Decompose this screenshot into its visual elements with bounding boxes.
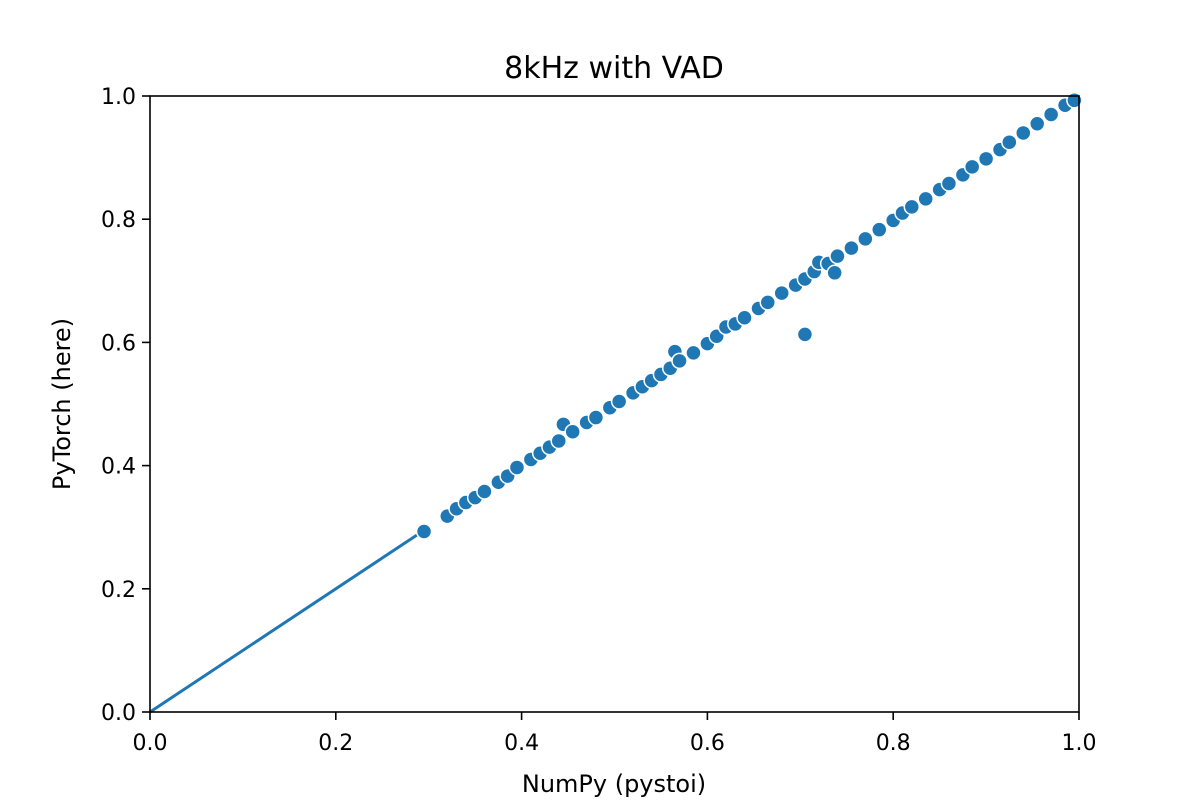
data-point: [871, 221, 888, 238]
data-point: [1001, 133, 1018, 151]
y-tick-label: 0.2: [101, 578, 136, 603]
y-tick-label: 0.8: [101, 208, 136, 233]
x-tick-label: 0.0: [133, 731, 168, 756]
data-point: [415, 523, 433, 540]
y-tick-label: 1.0: [101, 85, 136, 110]
data-point: [736, 309, 753, 327]
data-point: [759, 294, 777, 311]
data-point: [940, 175, 958, 192]
data-point: [1015, 124, 1032, 142]
points-layer: [415, 92, 1083, 540]
x-axis: 0.0 0.2 0.4 0.6 0.8 1.0: [133, 712, 1097, 756]
reference-line: [149, 525, 430, 714]
y-tick-label: 0.4: [101, 455, 136, 480]
data-point: [1028, 115, 1046, 132]
data-point: [610, 393, 628, 410]
reference-line-layer: [149, 525, 430, 714]
data-point: [829, 247, 846, 265]
chart-title: 8kHz with VAD: [504, 51, 724, 86]
y-tick-label: 0.0: [101, 701, 136, 726]
data-point: [963, 158, 981, 176]
y-axis: 0.0 0.2 0.4 0.6 0.8 1.0: [101, 85, 150, 726]
data-point: [843, 239, 860, 257]
plot-frame: [149, 95, 1080, 713]
data-point: [508, 459, 526, 476]
data-point: [977, 150, 995, 168]
data-point: [917, 190, 934, 208]
x-tick-label: 0.2: [318, 731, 353, 756]
x-axis-label: NumPy (pystoi): [522, 770, 706, 798]
data-point: [685, 344, 702, 362]
data-point: [903, 198, 921, 216]
data-point: [796, 326, 814, 343]
data-point: [857, 230, 874, 248]
data-point: [773, 284, 790, 302]
x-tick-label: 0.8: [876, 731, 911, 756]
data-point: [826, 264, 843, 282]
data-point: [476, 483, 493, 500]
y-axis-label: PyTorch (here): [48, 318, 76, 490]
data-point: [587, 409, 605, 426]
y-tick-label: 0.6: [101, 331, 136, 356]
data-point: [550, 432, 568, 450]
data-point: [1042, 106, 1060, 123]
data-point: [564, 423, 581, 440]
x-tick-label: 0.6: [690, 731, 725, 756]
data-point: [671, 352, 688, 370]
x-tick-label: 1.0: [1062, 731, 1097, 756]
x-tick-label: 0.4: [504, 731, 539, 756]
